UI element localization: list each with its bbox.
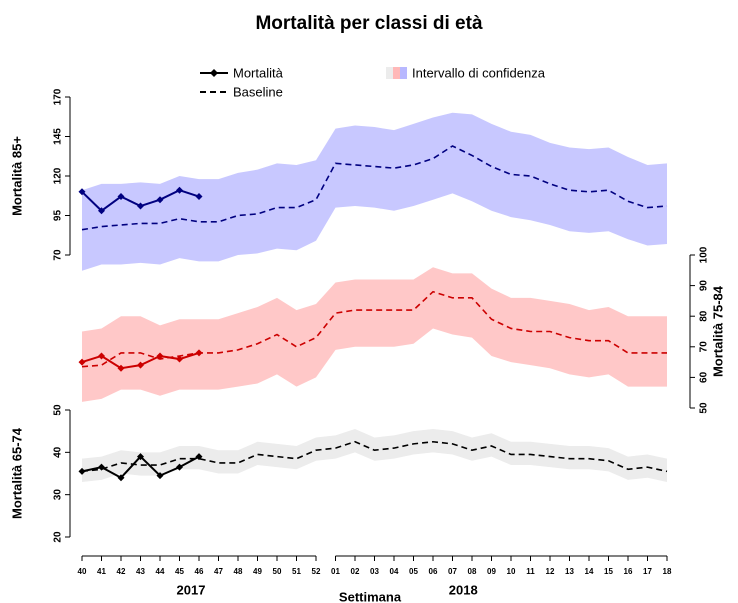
x-tick-label: 06	[429, 567, 438, 576]
y-axis-title: Mortalità 75-84	[710, 285, 725, 377]
x-tick-label: 40	[78, 567, 87, 576]
observed-marker	[195, 453, 203, 461]
observed-marker	[195, 193, 203, 201]
observed-marker	[176, 463, 183, 471]
observed-marker	[78, 188, 86, 196]
observed-marker	[137, 202, 144, 210]
year-label: 2017	[177, 582, 206, 597]
x-tick-label: 45	[175, 567, 184, 576]
x-tick-label: 14	[585, 567, 594, 576]
observed-marker	[137, 453, 144, 461]
x-tick-label: 51	[292, 567, 301, 576]
x-tick-label: 17	[643, 567, 652, 576]
x-tick-label: 05	[409, 567, 418, 576]
observed-marker	[156, 472, 164, 480]
x-tick-label: 47	[214, 567, 223, 576]
x-tick-label: 12	[546, 567, 555, 576]
y-tick-label: 40	[53, 446, 64, 458]
legend-label: Baseline	[233, 84, 283, 99]
observed-marker	[176, 186, 183, 194]
y-tick-label: 145	[53, 128, 64, 145]
legend-swatch	[393, 67, 400, 79]
observed-marker	[156, 196, 164, 204]
x-axis-title: Settimana	[339, 589, 402, 603]
x-tick-label: 49	[253, 567, 262, 576]
y-tick-label: 95	[53, 210, 64, 222]
x-tick-label: 48	[234, 567, 243, 576]
x-tick-label: 15	[604, 567, 613, 576]
x-tick-label: 42	[117, 567, 126, 576]
observed-marker	[117, 193, 125, 201]
legend-label: Mortalità	[233, 65, 284, 80]
legend-swatch	[400, 67, 407, 79]
x-tick-label: 46	[195, 567, 204, 576]
x-tick-label: 04	[390, 567, 399, 576]
legend-marker	[210, 69, 218, 77]
x-tick-label: 44	[156, 567, 165, 576]
y-tick-label: 20	[53, 531, 64, 543]
confidence-band	[82, 429, 667, 482]
legend-label: Intervallo di confidenza	[412, 65, 546, 80]
observed-marker	[98, 352, 105, 360]
x-tick-label: 16	[624, 567, 633, 576]
confidence-band	[82, 267, 667, 402]
x-tick-label: 10	[507, 567, 516, 576]
x-tick-label: 13	[565, 567, 574, 576]
y-tick-label: 50	[699, 402, 710, 414]
x-tick-label: 11	[526, 567, 535, 576]
y-tick-label: 70	[699, 341, 710, 353]
y-tick-label: 80	[699, 310, 710, 322]
year-label: 2018	[449, 582, 478, 597]
y-tick-label: 90	[699, 280, 710, 292]
panel: 70 95 120 145 170 Mortalità 85+	[9, 88, 668, 271]
x-tick-label: 01	[331, 567, 340, 576]
legend-swatch	[386, 67, 393, 79]
observed-marker	[156, 352, 164, 360]
chart-title: Mortalità per classi di età	[255, 13, 482, 34]
confidence-band	[82, 112, 667, 271]
x-tick-label: 52	[312, 567, 321, 576]
observed-marker	[176, 355, 183, 363]
observed-marker	[78, 467, 86, 475]
x-tick-label: 41	[97, 567, 106, 576]
y-tick-label: 120	[53, 167, 64, 184]
y-tick-label: 50	[53, 404, 64, 416]
legend: Mortalità Baseline Intervallo di confide…	[200, 65, 546, 99]
baseline-line	[81, 440, 668, 473]
observed-marker	[137, 361, 144, 369]
observed-marker	[98, 207, 105, 215]
y-tick-label: 100	[699, 246, 710, 263]
observed-marker	[117, 364, 125, 372]
observed-marker	[195, 349, 203, 357]
x-tick-label: 50	[273, 567, 282, 576]
x-tick-label: 09	[487, 567, 496, 576]
panel: 20 30 40 50 Mortalità 65-74	[9, 404, 668, 543]
y-tick-label: 70	[53, 249, 64, 261]
panel: 50 60 70 80 90 100 Mortalità 75-84	[78, 246, 725, 414]
y-tick-label: 170	[53, 88, 64, 105]
x-tick-label: 02	[351, 567, 360, 576]
y-tick-label: 30	[53, 489, 64, 501]
x-tick-label: 43	[136, 567, 145, 576]
y-axis-title: Mortalità 65-74	[9, 427, 24, 519]
y-tick-label: 60	[699, 371, 710, 383]
observed-marker	[78, 358, 86, 366]
y-axis-title: Mortalità 85+	[9, 136, 24, 216]
x-tick-label: 08	[468, 567, 477, 576]
observed-marker	[98, 463, 105, 471]
x-tick-label: 03	[370, 567, 379, 576]
observed-marker	[117, 474, 125, 482]
x-tick-label: 07	[448, 567, 457, 576]
x-tick-label: 18	[663, 567, 672, 576]
